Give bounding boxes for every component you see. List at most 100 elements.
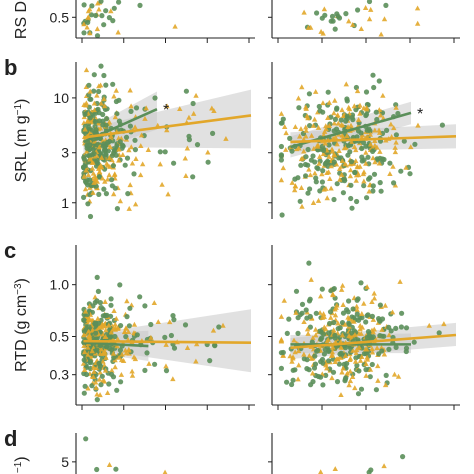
orange-triangle-point bbox=[146, 360, 152, 366]
orange-triangle-point bbox=[382, 302, 389, 308]
green-point bbox=[317, 108, 323, 114]
orange-triangle-point bbox=[391, 125, 397, 131]
green-point bbox=[123, 134, 130, 140]
orange-triangle-point bbox=[370, 316, 377, 322]
orange-triangle-point bbox=[305, 24, 312, 30]
orange-triangle-point bbox=[90, 170, 97, 176]
orange-triangle-point bbox=[85, 385, 91, 391]
orange-triangle-point bbox=[303, 124, 309, 130]
green-point bbox=[134, 332, 140, 338]
panel-b-col-2: * bbox=[268, 62, 457, 219]
green-point bbox=[342, 178, 348, 184]
orange-triangle-point bbox=[183, 173, 189, 179]
green-point bbox=[356, 368, 362, 374]
green-point bbox=[96, 191, 102, 197]
green-point bbox=[110, 374, 117, 380]
green-point bbox=[321, 331, 327, 337]
orange-triangle-point bbox=[361, 300, 367, 306]
orange-triangle-point bbox=[131, 321, 138, 327]
orange-triangle-point bbox=[210, 327, 217, 333]
green-point bbox=[112, 333, 118, 340]
orange-triangle-point bbox=[352, 332, 358, 338]
green-point bbox=[96, 88, 102, 95]
orange-triangle-point bbox=[357, 357, 364, 363]
green-point bbox=[319, 15, 325, 21]
green-point bbox=[344, 96, 350, 102]
green-point bbox=[108, 296, 114, 302]
orange-triangle-point bbox=[346, 333, 352, 339]
orange-triangle-point bbox=[347, 368, 353, 374]
orange-triangle-point bbox=[84, 24, 90, 30]
orange-triangle-point bbox=[335, 320, 341, 326]
orange-triangle-point bbox=[116, 354, 122, 360]
green-point bbox=[305, 190, 311, 196]
orange-triangle-point bbox=[142, 115, 148, 121]
green-point bbox=[370, 72, 376, 78]
panel-a-col-2 bbox=[268, 0, 460, 43]
orange-triangle-point bbox=[371, 295, 378, 301]
green-point bbox=[346, 321, 352, 327]
orange-triangle-point bbox=[96, 169, 103, 174]
green-point bbox=[336, 15, 343, 21]
green-point bbox=[314, 10, 320, 16]
orange-triangle-point bbox=[323, 123, 329, 129]
green-point bbox=[103, 147, 109, 154]
orange-triangle-point bbox=[95, 165, 102, 171]
green-point bbox=[367, 374, 373, 380]
green-point bbox=[343, 118, 349, 124]
green-point bbox=[116, 97, 122, 103]
green-point bbox=[358, 280, 364, 286]
orange-triangle-point bbox=[331, 120, 338, 126]
green-point bbox=[111, 354, 117, 361]
orange-triangle-point bbox=[340, 365, 346, 371]
green-point bbox=[304, 357, 310, 363]
orange-triangle-point bbox=[310, 335, 316, 341]
orange-triangle-point bbox=[98, 346, 105, 352]
green-point bbox=[100, 118, 106, 124]
orange-triangle-point bbox=[315, 124, 322, 130]
orange-triangle-point bbox=[115, 29, 121, 35]
green-point bbox=[87, 213, 94, 220]
orange-triangle-point bbox=[353, 350, 359, 356]
orange-triangle-point bbox=[357, 102, 363, 108]
orange-triangle-point bbox=[306, 166, 312, 172]
orange-triangle-point bbox=[163, 341, 169, 347]
green-point bbox=[96, 174, 102, 180]
green-point bbox=[314, 165, 320, 171]
orange-triangle-point bbox=[89, 165, 96, 171]
orange-triangle-point bbox=[346, 382, 352, 388]
green-point bbox=[279, 120, 285, 126]
green-point bbox=[320, 147, 327, 153]
green-point bbox=[95, 106, 101, 112]
orange-triangle-point bbox=[84, 118, 90, 124]
orange-triangle-point bbox=[120, 152, 126, 158]
green-point bbox=[90, 146, 96, 152]
green-point bbox=[310, 153, 316, 159]
orange-triangle-point bbox=[397, 278, 403, 284]
orange-triangle-point bbox=[124, 298, 130, 304]
green-point bbox=[100, 306, 106, 312]
y-axis-title-exponent: −3 bbox=[13, 283, 24, 295]
green-point bbox=[306, 260, 312, 266]
orange-triangle-point bbox=[93, 175, 99, 180]
orange-triangle-point bbox=[366, 188, 372, 194]
green-point bbox=[207, 358, 213, 364]
orange-triangle-point bbox=[283, 146, 289, 152]
orange-triangle-point bbox=[112, 364, 118, 370]
green-point bbox=[340, 310, 347, 316]
orange-triangle-point bbox=[345, 124, 351, 130]
green-point bbox=[367, 128, 373, 134]
green-point bbox=[303, 307, 309, 313]
green-point bbox=[88, 12, 95, 18]
orange-triangle-point bbox=[372, 127, 378, 133]
orange-triangle-point bbox=[354, 303, 360, 309]
orange-triangle-point bbox=[358, 26, 364, 32]
orange-triangle-point bbox=[321, 186, 327, 192]
green-point bbox=[112, 185, 118, 191]
orange-triangle-point bbox=[139, 161, 146, 167]
green-point bbox=[183, 88, 189, 94]
green-point bbox=[103, 344, 110, 350]
orange-triangle-point bbox=[108, 329, 114, 335]
green-point bbox=[103, 191, 109, 197]
orange-triangle-point bbox=[342, 161, 348, 167]
